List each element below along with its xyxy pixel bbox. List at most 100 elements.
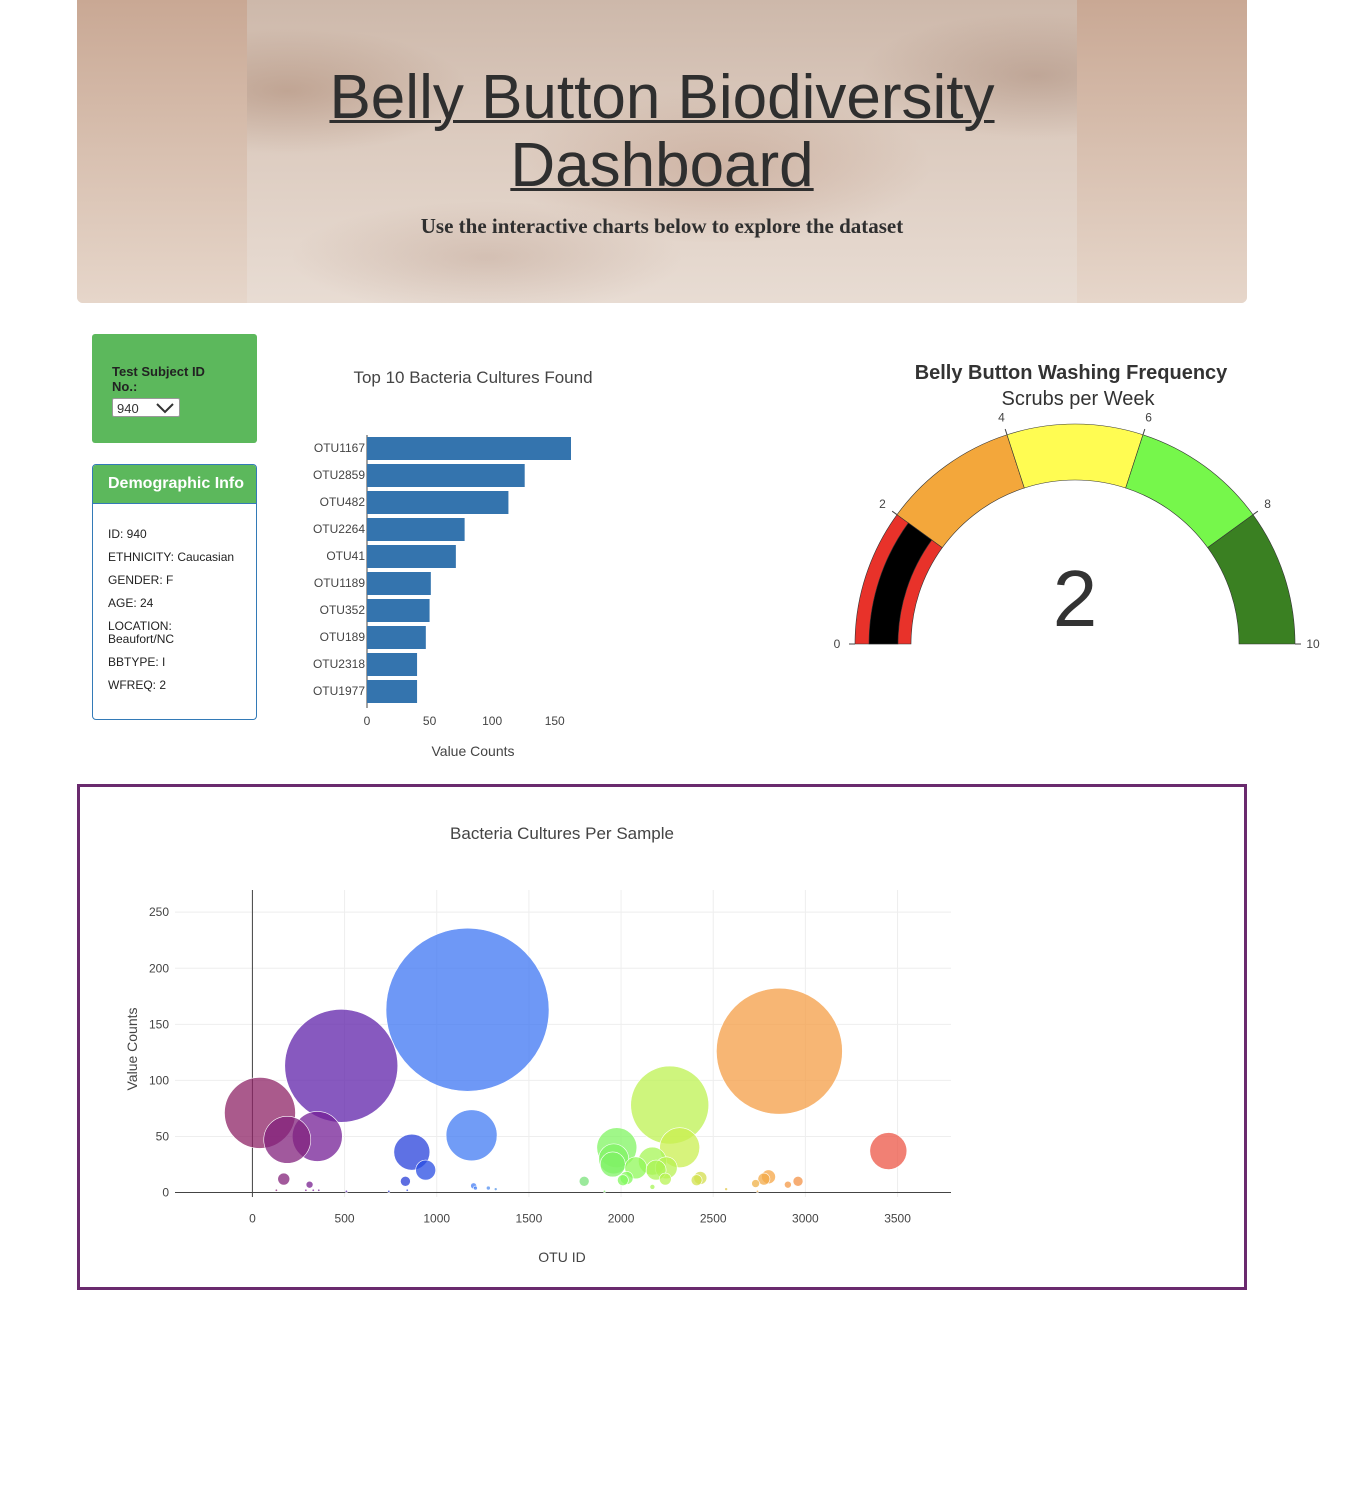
bar-category-label: OTU41: [326, 549, 365, 563]
bar-chart-xlabel: Value Counts: [431, 743, 514, 759]
gauge-tick-label: 10: [1306, 637, 1320, 651]
bubble-point: [344, 1189, 348, 1193]
bubble-point: [387, 1189, 391, 1193]
bubble-point: [317, 1188, 321, 1192]
bubble-chart-title: Bacteria Cultures Per Sample: [450, 824, 674, 843]
demo-location: LOCATION: Beaufort/NC: [108, 619, 175, 646]
bar-otu189: [367, 626, 426, 649]
gauge-tick: [1142, 428, 1146, 435]
bar-category-label: OTU1977: [313, 684, 365, 698]
bubble-chart-container: Bacteria Cultures Per Sample OTU ID Valu…: [77, 784, 1247, 1290]
bar-chart-title: Top 10 Bacteria Cultures Found: [353, 368, 592, 387]
gauge-title: Belly Button Washing Frequency: [915, 362, 1228, 384]
bubble-point: [415, 1159, 436, 1181]
bubble-y-tick: 50: [156, 1129, 170, 1143]
bubble-x-tick: 500: [335, 1212, 355, 1226]
bar-otu352: [367, 599, 430, 622]
bubble-y-tick: 100: [149, 1073, 169, 1087]
bubble-point: [649, 1184, 656, 1190]
demographic-heading: Demographic Info: [93, 465, 256, 504]
header-banner: Belly Button Biodiversity Dashboard Use …: [77, 0, 1247, 303]
bar-category-label: OTU2318: [313, 657, 365, 671]
bubble-point: [784, 1180, 792, 1189]
page-subtitle: Use the interactive charts below to expl…: [420, 214, 904, 238]
demo-bbtype: BBTYPE: I: [108, 655, 166, 669]
bar-x-tick: 150: [545, 714, 565, 728]
bar-category-label: OTU2264: [313, 522, 365, 536]
bubble-x-tick: 1500: [516, 1212, 543, 1226]
subject-id-selected-value: 940: [117, 401, 139, 416]
bubble-point: [311, 1188, 315, 1192]
top10-bar-chart: Top 10 Bacteria Cultures Found Value Cou…: [313, 368, 593, 759]
bubble-point: [405, 1188, 409, 1192]
bubble-point: [304, 1188, 308, 1192]
bubble-x-tick: 2500: [700, 1212, 727, 1226]
gauge-tick-label: 8: [1264, 497, 1271, 511]
gauge-value: 2: [1053, 554, 1098, 643]
bubble-point: [724, 1187, 728, 1191]
bubble-y-tick: 150: [149, 1017, 169, 1031]
demographic-panel: Demographic Info ID: 940 ETHNICITY: Cauc…: [92, 464, 257, 720]
bar-x-tick: 0: [364, 714, 371, 728]
demo-wfreq: WFREQ: 2: [108, 678, 167, 692]
bubble-y-tick: 0: [162, 1186, 169, 1200]
gauge-tick: [1252, 510, 1259, 516]
bubble-point: [602, 1189, 606, 1193]
bar-otu1977: [367, 680, 418, 703]
bubble-point: [385, 927, 550, 1092]
subject-selector-panel: Test Subject ID No.: 940: [92, 334, 257, 443]
bubble-point: [305, 1180, 314, 1189]
bubble-point: [792, 1176, 804, 1187]
bar-category-label: OTU189: [320, 630, 366, 644]
bar-otu2264: [367, 518, 465, 541]
bubble-x-tick: 3500: [884, 1212, 911, 1226]
gauge-tick: [1004, 428, 1008, 435]
bar-category-label: OTU1167: [314, 441, 365, 455]
bar-otu482: [367, 491, 509, 514]
bubble-point: [617, 1174, 629, 1186]
gauge-tick-label: 2: [879, 497, 886, 511]
bubble-point: [263, 1116, 312, 1164]
bubble-point: [493, 1187, 498, 1191]
bubble-point: [658, 1172, 672, 1186]
bubble-point: [869, 1132, 908, 1170]
gauge-step-2: [1006, 423, 1144, 489]
bar-category-label: OTU1189: [314, 576, 365, 590]
bar-x-tick: 100: [482, 714, 502, 728]
gauge-tick-label: 4: [998, 411, 1005, 425]
bubble-y-tick: 250: [149, 905, 169, 919]
demo-age: AGE: 24: [108, 596, 154, 610]
page-title: Belly Button Biodiversity Dashboard: [329, 63, 995, 200]
subject-selector-label: Test Subject ID No.:: [112, 364, 205, 394]
bubble-point: [486, 1185, 491, 1191]
bubble-point: [716, 987, 843, 1115]
wash-frequency-gauge: Belly Button Washing Frequency Scrubs pe…: [834, 362, 1320, 651]
bubble-point: [751, 1179, 760, 1188]
banner-left-strip: [77, 0, 247, 303]
bubble-point: [277, 1172, 291, 1186]
bubble-y-tick: 200: [149, 961, 169, 975]
bubble-chart-xlabel: OTU ID: [538, 1249, 585, 1265]
bar-otu1167: [367, 437, 571, 460]
banner-right-strip: [1077, 0, 1247, 303]
bubble-point: [578, 1176, 590, 1187]
gauge-tick: [891, 510, 898, 516]
bubble-point: [690, 1174, 703, 1186]
gauge-value-bar: [868, 522, 933, 645]
bubble-point: [757, 1172, 771, 1186]
bubble-x-tick: 1000: [423, 1212, 450, 1226]
bar-otu2859: [367, 464, 525, 487]
bubble-x-tick: 2000: [608, 1212, 635, 1226]
chevron-down-icon: [156, 403, 174, 414]
gauge-tick-label: 0: [834, 637, 841, 651]
bacteria-bubble-chart: Bacteria Cultures Per Sample OTU ID Valu…: [124, 824, 951, 1265]
bubble-point: [400, 1176, 411, 1187]
subject-id-select[interactable]: 940: [112, 398, 180, 417]
gauge-subtitle: Scrubs per Week: [1001, 388, 1155, 410]
demo-id: ID: 940: [108, 527, 147, 541]
bubble-point: [445, 1109, 498, 1162]
bar-otu2318: [367, 653, 418, 676]
bar-category-label: OTU2859: [313, 468, 365, 482]
bubble-chart-ylabel: Value Counts: [124, 1007, 140, 1090]
bubble-point: [274, 1188, 278, 1192]
